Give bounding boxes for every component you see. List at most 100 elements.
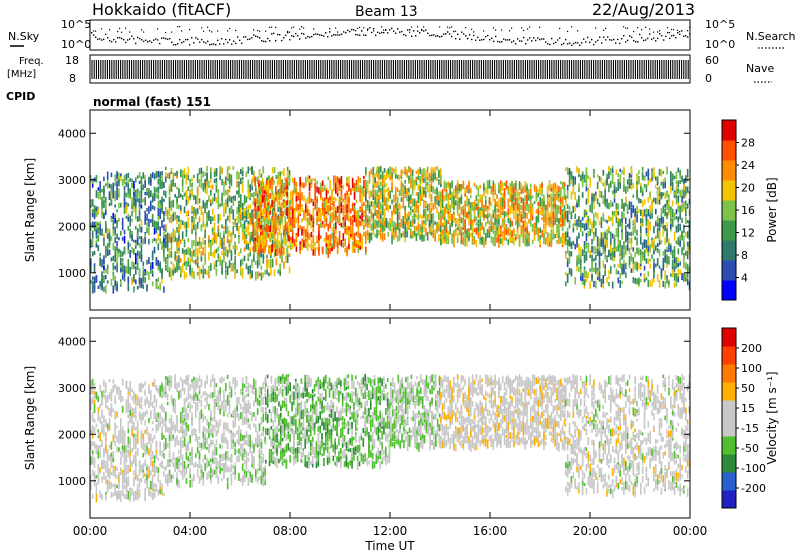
nsearch-point bbox=[229, 27, 231, 30]
heatmap-cell bbox=[240, 267, 242, 276]
heatmap-cell bbox=[391, 235, 393, 245]
heatmap-cell bbox=[451, 203, 453, 209]
heatmap-cell bbox=[503, 188, 506, 197]
heatmap-cell bbox=[524, 237, 526, 247]
heatmap-cell bbox=[546, 201, 549, 207]
heatmap-cell bbox=[381, 172, 384, 181]
heatmap-cell bbox=[372, 218, 375, 225]
heatmap-cell bbox=[602, 182, 605, 187]
nsky-point bbox=[299, 38, 301, 40]
heatmap-cell bbox=[279, 171, 281, 180]
heatmap-cell bbox=[483, 236, 485, 245]
heatmap-cell bbox=[561, 184, 564, 189]
nsearch-point bbox=[605, 27, 607, 29]
heatmap-cell bbox=[157, 170, 160, 178]
heatmap-cell bbox=[445, 191, 448, 201]
heatmap-cell bbox=[116, 233, 118, 240]
heatmap-cell bbox=[136, 216, 139, 223]
heatmap-cell bbox=[595, 220, 597, 226]
heatmap-cell bbox=[566, 232, 569, 238]
heatmap-cell bbox=[110, 217, 113, 223]
heatmap-cell bbox=[430, 168, 433, 176]
heatmap-cell bbox=[276, 195, 279, 203]
heatmap-cell bbox=[305, 212, 307, 222]
heatmap-cell bbox=[338, 230, 341, 238]
heatmap-cell bbox=[181, 194, 184, 200]
heatmap-cell bbox=[191, 227, 193, 234]
heatmap-cell bbox=[368, 195, 371, 199]
heatmap-cell bbox=[419, 235, 421, 240]
heatmap-cell bbox=[548, 197, 551, 204]
heatmap-cell bbox=[263, 226, 266, 230]
heatmap-cell bbox=[106, 177, 109, 186]
heatmap-cell bbox=[157, 285, 160, 290]
heatmap-cell bbox=[247, 204, 250, 211]
heatmap-cell bbox=[91, 238, 94, 247]
heatmap-cell bbox=[550, 223, 553, 228]
heatmap-cell bbox=[421, 234, 423, 239]
heatmap-cell bbox=[265, 239, 268, 247]
heatmap-cell bbox=[230, 234, 233, 244]
heatmap-cell bbox=[196, 248, 199, 257]
heatmap-cell bbox=[581, 280, 584, 285]
heatmap-cell bbox=[105, 245, 107, 252]
heatmap-cell bbox=[121, 217, 124, 225]
heatmap-cell bbox=[400, 233, 403, 238]
heatmap-cell bbox=[291, 227, 294, 231]
heatmap-cell bbox=[240, 168, 242, 175]
heatmap-cell bbox=[225, 176, 227, 181]
heatmap-cell bbox=[280, 205, 283, 209]
heatmap-cell bbox=[187, 247, 190, 255]
heatmap-cell bbox=[365, 220, 367, 227]
heatmap-cell bbox=[254, 202, 256, 207]
heatmap-cell bbox=[142, 173, 145, 178]
heatmap-cell bbox=[256, 176, 259, 183]
heatmap-cell bbox=[251, 223, 253, 227]
heatmap-cell bbox=[587, 188, 590, 196]
heatmap-cell bbox=[103, 213, 105, 220]
heatmap-cell bbox=[404, 221, 406, 228]
heatmap-cell bbox=[550, 196, 553, 206]
nsky-point bbox=[591, 38, 593, 41]
heatmap-cell bbox=[159, 199, 161, 206]
nsearch-point bbox=[677, 29, 679, 32]
heatmap-cell bbox=[263, 231, 266, 237]
heatmap-cell bbox=[305, 177, 307, 183]
heatmap-cell bbox=[350, 226, 352, 234]
heatmap-cell bbox=[460, 231, 463, 239]
heatmap-cell bbox=[133, 262, 135, 270]
heatmap-cell bbox=[200, 257, 203, 262]
heatmap-cell bbox=[453, 202, 455, 211]
heatmap-cell bbox=[247, 266, 250, 275]
heatmap-cell bbox=[135, 207, 137, 214]
heatmap-cell bbox=[593, 245, 595, 255]
heatmap-cell bbox=[331, 206, 333, 211]
heatmap-cell bbox=[329, 197, 331, 207]
heatmap-cell bbox=[513, 186, 515, 194]
heatmap-cell bbox=[198, 266, 201, 275]
heatmap-cell bbox=[545, 224, 547, 232]
heatmap-cell bbox=[299, 225, 301, 230]
heatmap-cell bbox=[596, 271, 599, 277]
heatmap-cell bbox=[485, 238, 487, 245]
heatmap-cell bbox=[321, 180, 324, 187]
heatmap-cell bbox=[314, 247, 316, 257]
heatmap-cell bbox=[284, 187, 286, 193]
heatmap-cell bbox=[378, 229, 380, 236]
heatmap-cell bbox=[428, 215, 431, 221]
heatmap-cell bbox=[396, 199, 399, 205]
nsky-point bbox=[401, 30, 403, 33]
heatmap-cell bbox=[97, 222, 100, 226]
heatmap-cell bbox=[258, 169, 261, 178]
heatmap-cell bbox=[241, 223, 244, 232]
nsky-point bbox=[437, 35, 439, 37]
heatmap-cell bbox=[118, 179, 120, 187]
station-title: Hokkaido (fitACF) bbox=[92, 0, 231, 19]
heatmap-cell bbox=[142, 184, 145, 191]
heatmap-cell bbox=[163, 214, 165, 221]
heatmap-cell bbox=[256, 237, 258, 242]
heatmap-cell bbox=[193, 249, 195, 257]
heatmap-cell bbox=[498, 227, 500, 233]
heatmap-cell bbox=[270, 258, 272, 267]
nsky-point bbox=[195, 37, 197, 39]
